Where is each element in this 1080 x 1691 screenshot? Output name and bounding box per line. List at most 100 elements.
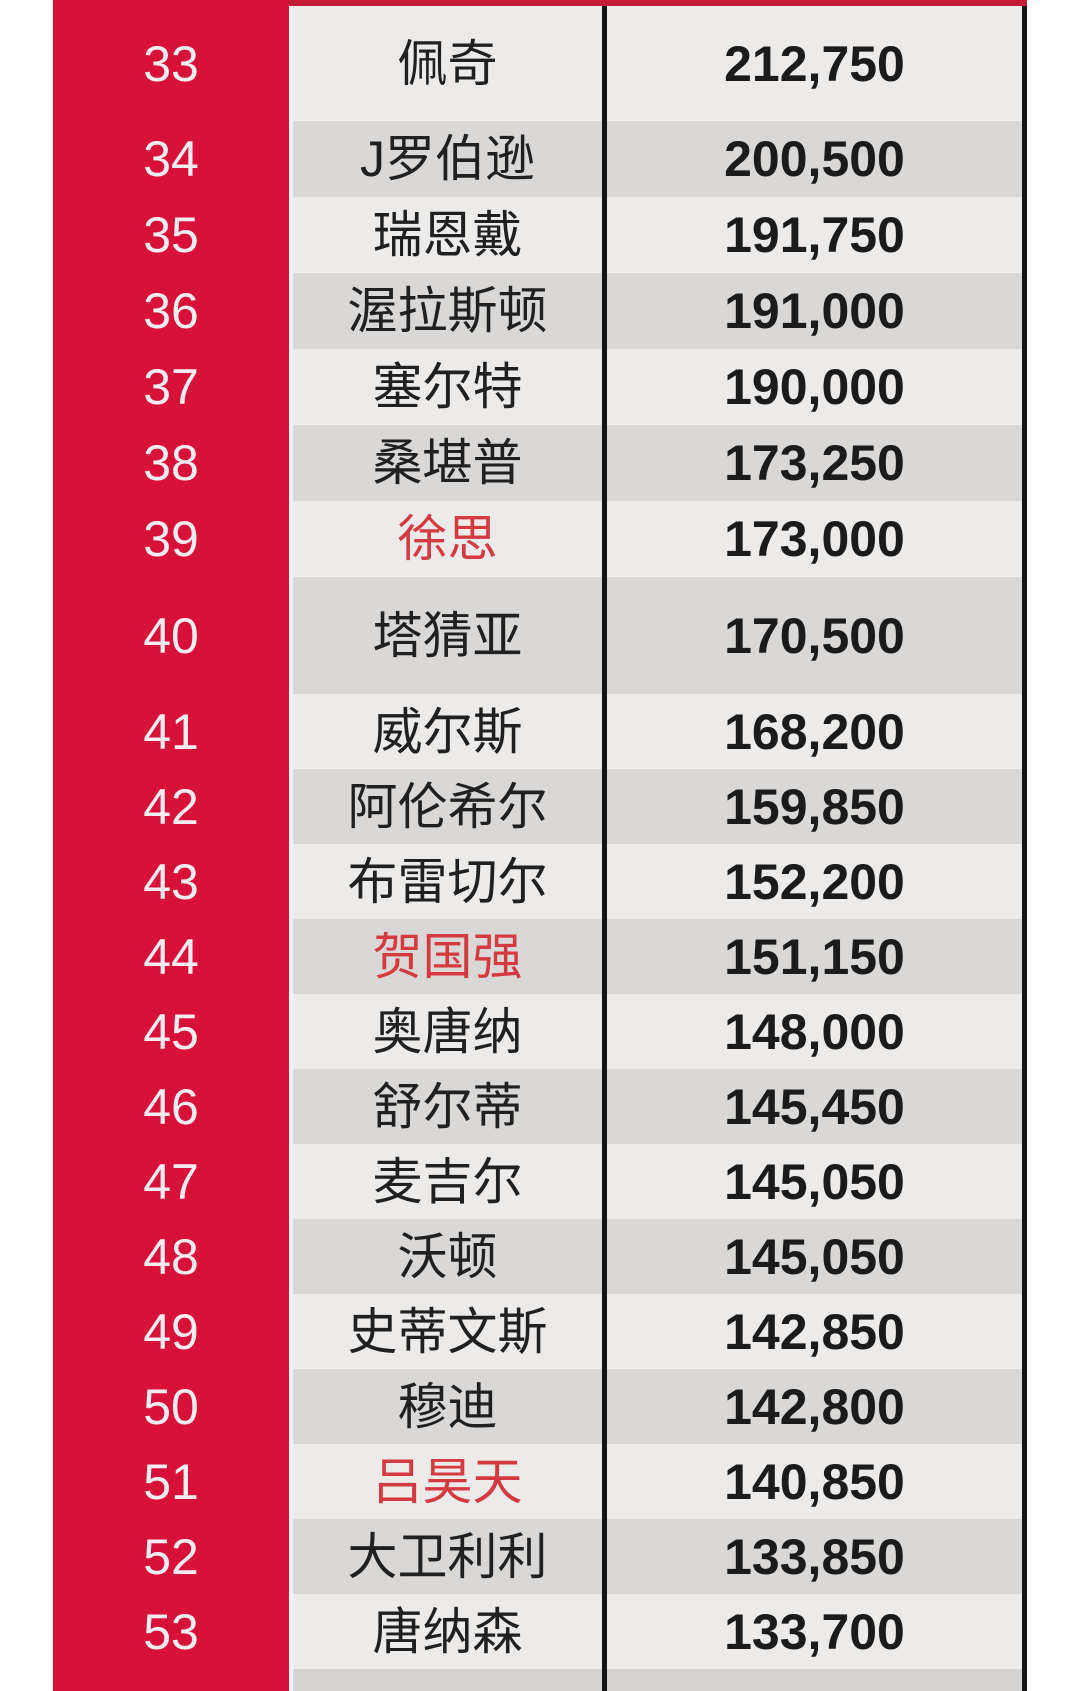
- table-row: 46 舒尔蒂 145,450: [0, 1069, 1080, 1144]
- left-margin: [0, 1669, 53, 1691]
- points-value: 173,250: [724, 435, 905, 491]
- points-cell: 200,500: [602, 121, 1027, 197]
- right-margin: [1027, 1069, 1080, 1144]
- rank-number: 41: [143, 703, 199, 760]
- rank-cell: 50: [53, 1369, 289, 1444]
- player-name: 唐纳森: [372, 1603, 523, 1660]
- left-margin: [0, 197, 53, 273]
- rank-gap-seam: [289, 425, 293, 501]
- points-value: 133,850: [724, 1528, 905, 1585]
- points-cell: 191,750: [602, 197, 1027, 273]
- player-name: 瑞恩戴: [372, 207, 523, 263]
- rank-number: 36: [143, 283, 199, 339]
- points-value: 191,750: [724, 207, 905, 263]
- player-name: 大卫利利: [347, 1528, 548, 1585]
- top-red-line: [0, 0, 1080, 6]
- points-value: 151,150: [724, 928, 905, 985]
- rank-cell: 38: [53, 425, 289, 501]
- left-margin: [0, 577, 53, 694]
- rank-gap-seam: [289, 1369, 293, 1444]
- player-name: 舒尔蒂: [372, 1078, 523, 1135]
- rank-cell: 44: [53, 919, 289, 994]
- rank-number: 52: [143, 1528, 199, 1585]
- points-value: 190,000: [724, 359, 905, 415]
- right-margin: [1027, 1219, 1080, 1294]
- right-margin: [1027, 1369, 1080, 1444]
- points-value: 152,200: [724, 853, 905, 910]
- rank-cell: 49: [53, 1294, 289, 1369]
- rank-cell: 46: [53, 1069, 289, 1144]
- player-name-cell: 穆迪: [293, 1369, 602, 1444]
- rank-gap-seam: [289, 1219, 293, 1294]
- rank-cell: 41: [53, 694, 289, 769]
- left-margin: [0, 425, 53, 501]
- rank-number: 45: [143, 1003, 199, 1060]
- left-margin: [0, 1519, 53, 1594]
- rank-number: 46: [143, 1078, 199, 1135]
- right-margin: [1027, 349, 1080, 425]
- table-row: 48 沃顿 145,050: [0, 1219, 1080, 1294]
- top-red-line-gap-segment: [289, 0, 293, 6]
- rank-number: 49: [143, 1303, 199, 1360]
- right-margin: [1027, 0, 1080, 6]
- player-name-cell: 阿伦希尔: [293, 769, 602, 844]
- left-margin: [0, 1594, 53, 1669]
- rank-gap-seam: [289, 1594, 293, 1669]
- points-cell: 145,050: [602, 1144, 1027, 1219]
- table-row: 42 阿伦希尔 159,850: [0, 769, 1080, 844]
- player-name-cell: 大卫利利: [293, 1519, 602, 1594]
- right-margin: [1027, 994, 1080, 1069]
- left-margin: [0, 121, 53, 197]
- player-name-cell: 桑堪普: [293, 425, 602, 501]
- player-name-cell: 贺国强: [293, 919, 602, 994]
- right-margin: [1027, 694, 1080, 769]
- player-name: 阿伦希尔: [347, 778, 548, 835]
- player-name: 沃顿: [397, 1228, 498, 1285]
- player-name-cell: 沃顿: [293, 1219, 602, 1294]
- player-name: 贺国强: [372, 928, 523, 985]
- rank-number: 51: [143, 1453, 199, 1510]
- player-name-cell: 舒尔蒂: [293, 1069, 602, 1144]
- player-name-cell: 麦吉尔: [293, 1144, 602, 1219]
- points-value: 142,850: [724, 1303, 905, 1360]
- left-margin: [0, 1069, 53, 1144]
- rank-number: 44: [143, 928, 199, 985]
- rank-cell: 47: [53, 1144, 289, 1219]
- points-value: 145,450: [724, 1078, 905, 1135]
- points-value: 200,500: [724, 131, 905, 187]
- rank-cell: 36: [53, 273, 289, 349]
- right-margin: [1027, 1519, 1080, 1594]
- rank-cell: 39: [53, 501, 289, 577]
- left-margin: [0, 501, 53, 577]
- table-row: 33 佩奇 212,750: [0, 6, 1080, 121]
- right-margin: [1027, 273, 1080, 349]
- rank-gap-seam: [289, 349, 293, 425]
- rank-cell: 40: [53, 577, 289, 694]
- points-cell: 142,800: [602, 1369, 1027, 1444]
- player-name-cell: 奥唐纳: [293, 994, 602, 1069]
- left-margin: [0, 769, 53, 844]
- player-name: 塞尔特: [372, 359, 523, 415]
- table-row: 51 吕昊天 140,850: [0, 1444, 1080, 1519]
- table-row: 47 麦吉尔 145,050: [0, 1144, 1080, 1219]
- right-margin: [1027, 1144, 1080, 1219]
- table-row: 50 穆迪 142,800: [0, 1369, 1080, 1444]
- points-cell: 140,850: [602, 1444, 1027, 1519]
- points-value: 170,500: [724, 607, 905, 664]
- table-row: 52 大卫利利 133,850: [0, 1519, 1080, 1594]
- points-value: 133,700: [724, 1603, 905, 1660]
- player-name-cell: 威尔斯: [293, 694, 602, 769]
- table-row: 41 威尔斯 168,200: [0, 694, 1080, 769]
- player-name: 奥唐纳: [372, 1003, 523, 1060]
- rank-number: 43: [143, 853, 199, 910]
- points-cell: 173,250: [602, 425, 1027, 501]
- rank-gap-seam: [289, 1444, 293, 1519]
- table-row: 38 桑堪普 173,250: [0, 425, 1080, 501]
- table-row: 34 J罗伯逊 200,500: [0, 121, 1080, 197]
- rank-cell: 34: [53, 121, 289, 197]
- rank-gap-seam: [289, 1519, 293, 1594]
- rank-cell: 53: [53, 1594, 289, 1669]
- rank-number: 35: [143, 207, 199, 263]
- points-cell: 133,850: [602, 1519, 1027, 1594]
- rank-cell: 33: [53, 6, 289, 121]
